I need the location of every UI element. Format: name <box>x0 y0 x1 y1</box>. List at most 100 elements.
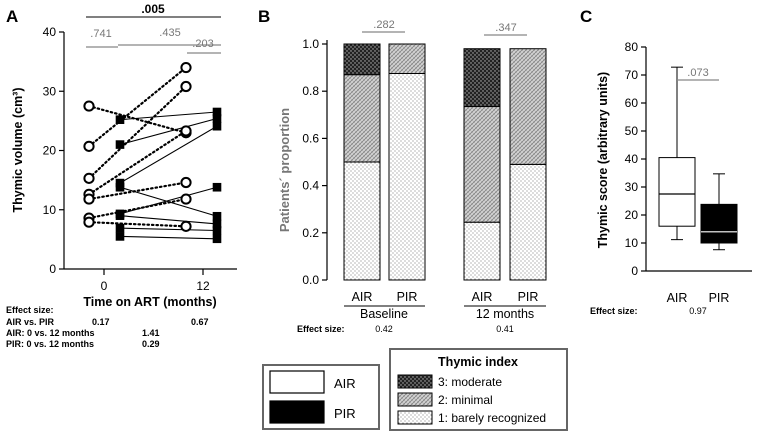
a-pair-line-air <box>87 181 188 201</box>
b-bar-segment <box>343 74 381 163</box>
b-bar-segment <box>343 43 381 76</box>
a-y-tick-label: 20 <box>43 144 57 158</box>
c-box-air <box>658 157 696 227</box>
a-effect-row-label: AIR vs. PIR <box>6 317 55 327</box>
b-bar-segment <box>388 43 426 74</box>
panel-label-b: B <box>258 7 270 26</box>
legend-swatch-air <box>269 370 325 394</box>
a-bracket-label-overall: .005 <box>141 2 165 16</box>
a-effect-row-value: 1.41 <box>142 328 160 338</box>
c-y-tick-label: 40 <box>625 152 639 166</box>
a-paired-lines <box>87 66 218 240</box>
a-point-air <box>180 125 192 137</box>
a-pair-line-pir <box>119 117 218 146</box>
legend-swatch-moderate <box>397 374 433 389</box>
a-point-air <box>83 216 95 228</box>
a-bracket-label-12m: .203 <box>192 38 213 50</box>
legend-label-air: AIR <box>334 376 356 391</box>
c-y-tick-label: 0 <box>631 264 638 278</box>
a-point-air <box>180 80 192 93</box>
a-y-ticks: 0 10 20 30 40 <box>43 25 64 276</box>
c-y-tick-label: 50 <box>625 124 639 138</box>
a-y-tick-label: 30 <box>43 84 57 98</box>
b-y-ticks: 0.0 0.2 0.4 0.6 0.8 1.0 <box>302 37 327 287</box>
c-y-tick-label: 20 <box>625 208 639 222</box>
panel-c: C 0 10 20 30 40 50 60 70 80 Thymic score (arbitr… <box>580 7 752 316</box>
c-y-tick-label: 80 <box>625 40 639 54</box>
a-bracket-label-baseline: .741 <box>90 28 111 40</box>
legend-index-title: Thymic index <box>438 355 518 369</box>
a-x-axis-label: Time on ART (months) <box>83 295 216 309</box>
legend-groups-frame <box>262 364 380 430</box>
c-y-tick-label: 70 <box>625 68 639 82</box>
b-x-label-air-baseline: AIR <box>352 290 373 304</box>
a-effect-table: Effect size: AIR vs. PIR 0.17 0.67 AIR: … <box>6 305 209 349</box>
b-effect-12m: 0.41 <box>496 324 514 334</box>
legend-label-barely: 1: barely recognized <box>438 411 546 425</box>
b-y-axis-label: Patients´ proportion <box>277 108 292 232</box>
a-pair-line-air <box>87 104 188 134</box>
b-x-label-air-12m: AIR <box>472 290 493 304</box>
legend-swatch-barely <box>397 410 433 425</box>
b-bar-segment <box>388 73 426 281</box>
a-point-air <box>83 193 95 205</box>
a-point-air <box>180 193 192 205</box>
a-y-tick-label: 10 <box>43 203 57 217</box>
b-group-label-12m: 12 months <box>476 307 534 321</box>
a-pair-line-pir <box>119 111 218 121</box>
b-effect-title: Effect size: <box>297 324 345 334</box>
a-point-pir <box>115 140 125 149</box>
c-effect-title: Effect size: <box>590 306 638 316</box>
a-pair-line-air <box>87 85 188 180</box>
c-y-tick-label: 10 <box>625 236 639 250</box>
b-bar-segment <box>509 48 547 165</box>
c-x-label-pir: PIR <box>709 291 730 305</box>
a-point-air <box>180 220 192 232</box>
a-point-air <box>83 100 95 112</box>
a-brackets: .005 .741 .435 .203 <box>86 2 221 54</box>
c-effect-value: 0.97 <box>689 306 707 316</box>
c-y-ticks: 0 10 20 30 40 50 60 70 80 <box>625 40 646 278</box>
legend-label-minimal: 2: minimal <box>438 393 493 407</box>
a-point-pir <box>115 182 125 192</box>
a-y-axis-label: Thymic volume (cm³) <box>11 87 25 212</box>
b-bar-segment <box>463 221 501 281</box>
a-effect-row-value: 0.17 <box>92 317 110 327</box>
c-x-label-air: AIR <box>667 291 688 305</box>
a-point-air <box>83 140 95 152</box>
a-x-tick-label-12: 12 <box>196 279 210 293</box>
b-y-tick-label: 0.2 <box>302 226 319 240</box>
a-bracket-label-cross: .435 <box>159 27 180 39</box>
c-pvalue: .073 <box>687 67 708 79</box>
b-y-tick-label: 0.4 <box>302 179 319 193</box>
a-effect-row-value: 0.29 <box>142 339 160 349</box>
panel-b: B 0.0 0.2 0.4 0.6 0.8 1.0 Patients´ proportio… <box>258 7 547 334</box>
panel-label-a: A <box>6 7 18 26</box>
a-x-tick-label-0: 0 <box>101 279 108 293</box>
legend-label-pir: PIR <box>334 406 356 421</box>
legend-index-frame <box>389 348 568 431</box>
a-point-air <box>180 176 192 189</box>
legend-swatch-minimal <box>397 392 433 407</box>
a-y-tick-label: 40 <box>43 25 57 39</box>
a-pair-line-pir <box>119 235 218 240</box>
a-pair-line-pir <box>119 186 218 217</box>
a-point-pir <box>212 234 222 244</box>
a-point-pir <box>212 219 222 229</box>
a-pair-line-pir <box>119 215 218 225</box>
b-bar-segment <box>343 161 381 281</box>
a-pair-line-air <box>87 221 188 228</box>
a-point-pir <box>115 115 125 124</box>
a-point-pir <box>212 226 222 235</box>
c-y-tick-label: 60 <box>625 96 639 110</box>
legend-groups: AIR PIR <box>262 364 380 430</box>
c-y-tick-label: 30 <box>625 180 639 194</box>
b-pvalue-baseline: .282 <box>373 19 394 31</box>
b-stacked-bars <box>343 43 547 281</box>
legend-label-moderate: 3: moderate <box>438 375 502 389</box>
a-point-pir <box>115 211 125 220</box>
b-y-tick-label: 0.6 <box>302 131 319 145</box>
b-y-tick-label: 0.0 <box>302 273 319 287</box>
a-point-pir <box>212 121 222 131</box>
legend-thymic-index: Thymic index 3: moderate 2: minimal 1: b… <box>389 348 568 431</box>
